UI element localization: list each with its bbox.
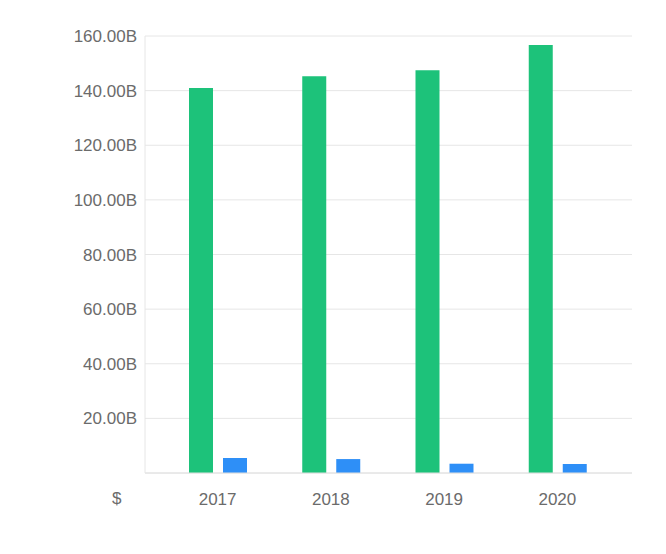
svg-text:140.00B: 140.00B bbox=[74, 82, 137, 101]
svg-text:160.00B: 160.00B bbox=[74, 27, 137, 46]
svg-text:40.00B: 40.00B bbox=[83, 355, 137, 374]
svg-text:100.00B: 100.00B bbox=[74, 191, 137, 210]
svg-text:2019: 2019 bbox=[425, 490, 463, 509]
svg-text:80.00B: 80.00B bbox=[83, 246, 137, 265]
svg-text:2018: 2018 bbox=[312, 490, 350, 509]
svg-text:120.00B: 120.00B bbox=[74, 136, 137, 155]
svg-text:2017: 2017 bbox=[199, 490, 237, 509]
svg-text:2020: 2020 bbox=[538, 490, 576, 509]
svg-text:20.00B: 20.00B bbox=[83, 409, 137, 428]
svg-text:60.00B: 60.00B bbox=[83, 300, 137, 319]
